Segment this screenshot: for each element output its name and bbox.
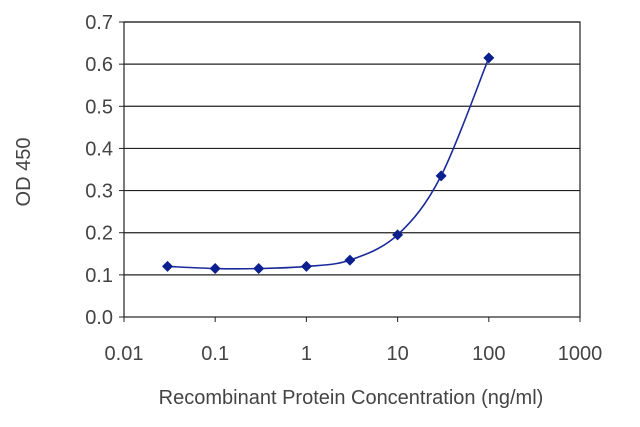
data-point-marker: [209, 263, 221, 275]
data-markers: [162, 52, 495, 275]
data-point-marker: [253, 263, 265, 275]
x-tick-label: 0.1: [201, 343, 229, 365]
data-point-marker: [483, 52, 495, 64]
y-tick-label: 0.2: [85, 223, 113, 245]
data-point-marker: [162, 260, 174, 272]
x-tick-label: 100: [472, 343, 505, 365]
y-tick-label: 0.6: [85, 54, 113, 76]
gridlines: [124, 21, 580, 276]
data-point-marker: [344, 254, 356, 266]
y-axis-title: OD 450: [13, 138, 35, 207]
y-tick-label: 0.4: [85, 138, 113, 160]
y-tick-label: 0.3: [85, 181, 113, 203]
plot-border: [123, 21, 581, 318]
data-point-marker: [300, 260, 312, 272]
x-tick-label: 0.01: [105, 343, 144, 365]
y-axis-ticks: 0.0 0.1 0.2 0.3 0.4 0.5 0.6 0.7: [85, 12, 124, 329]
x-tick-label: 10: [386, 343, 408, 365]
x-tick-label: 1: [301, 343, 312, 365]
y-tick-label: 0.7: [85, 12, 113, 34]
data-point-marker: [392, 229, 404, 241]
y-tick-label: 0.0: [85, 307, 113, 329]
y-tick-label: 0.5: [85, 96, 113, 118]
x-axis-title: Recombinant Protein Concentration (ng/ml…: [159, 387, 544, 409]
x-axis-ticks: 0.01 0.1 1 10 100 1000: [105, 317, 603, 365]
plot-frame: [123, 21, 581, 318]
data-point-marker: [435, 170, 447, 182]
curve-layer: [167, 57, 490, 270]
series-line: [167, 57, 490, 270]
x-tick-label: 1000: [558, 343, 603, 365]
y-tick-label: 0.1: [85, 265, 113, 287]
